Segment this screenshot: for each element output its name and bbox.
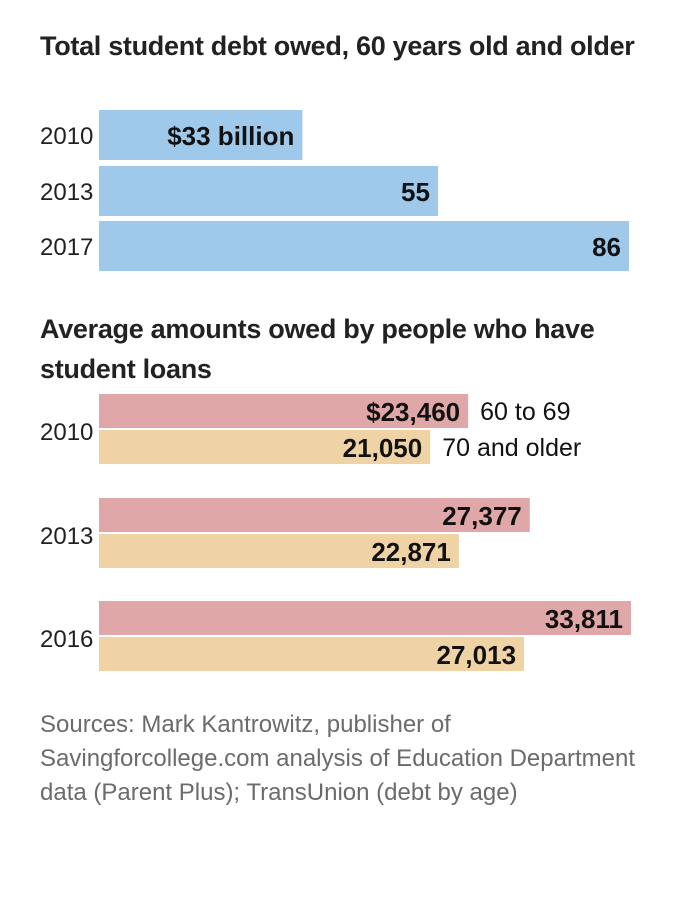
avg-year-label-2013: 2013 [40, 523, 93, 550]
avg-year-label-2010: 2010 [40, 419, 93, 446]
avg-value-label-2013-series-1: 22,871 [371, 537, 451, 567]
source-note: Sources: Mark Kantrowitz, publisher of S… [40, 711, 635, 806]
debt-year-label-2017: 2017 [40, 234, 93, 261]
avg-bar-2013-series-1 [99, 534, 459, 568]
avg-year-label-2016: 2016 [40, 626, 93, 653]
charts-canvas: 2010 $33 billion 2013 55 2017 86 2010 $23,460 60… [40, 110, 631, 671]
legend-label-series-1: 70 and older [442, 434, 581, 462]
avg-value-label-2016-series-1: 27,013 [437, 640, 517, 670]
debt-bar-2013 [99, 166, 438, 216]
avg-value-label-2010-series-1: 21,050 [343, 433, 423, 463]
debt-bar-2017 [99, 221, 629, 271]
debt-value-label-2013: 55 [401, 177, 430, 207]
avg-bar-2010-series-0 [99, 394, 469, 428]
debt-year-label-2010: 2010 [40, 123, 93, 150]
avg-bar-2016-series-0 [99, 601, 631, 635]
avg-bar-2013-series-0 [99, 498, 530, 532]
debt-value-label-2017: 86 [592, 232, 621, 262]
debt-year-label-2013: 2013 [40, 179, 93, 206]
avg-bar-2016-series-1 [99, 637, 525, 671]
chart-1-title: Total student debt owed, 60 years old an… [40, 31, 635, 61]
avg-bar-2010-series-1 [99, 430, 431, 464]
debt-bar-2010 [99, 110, 303, 160]
chart-2-title: Average amounts owed by people who have … [40, 314, 595, 384]
avg-value-label-2010-series-0: $23,460 [366, 397, 460, 427]
legend-label-series-0: 60 to 69 [480, 398, 570, 426]
avg-value-label-2013-series-0: 27,377 [442, 501, 522, 531]
debt-value-label-2010: $33 billion [167, 121, 294, 151]
avg-value-label-2016-series-0: 33,811 [545, 604, 623, 634]
